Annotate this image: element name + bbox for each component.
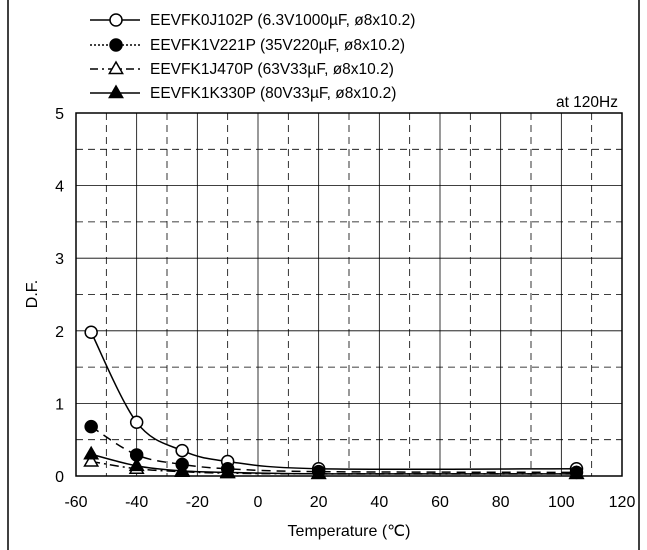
x-tick-label: 0	[254, 494, 263, 511]
x-axis-label: Temperature (℃)	[288, 523, 411, 540]
series-3	[83, 452, 585, 480]
data-point	[568, 465, 585, 480]
y-axis-label: D.F.	[24, 280, 41, 308]
data-point	[219, 463, 236, 478]
x-tick-label: -40	[125, 494, 148, 511]
x-tick-label: 120	[609, 494, 636, 511]
legend-label: EEVFK1J470P (63V33µF, ø8x10.2)	[150, 61, 394, 78]
y-tick-label: 3	[55, 251, 64, 268]
x-tick-label: 60	[431, 494, 449, 511]
x-tick-label: -60	[64, 494, 87, 511]
data-point	[84, 325, 98, 340]
legend-label: EEVFK1K330P (80V33µF, ø8x10.2)	[150, 85, 396, 102]
data-point	[84, 419, 98, 434]
ticks: -60 -40 -20 0 20 40 60 80 100 120 0 1 2 3 4 5	[55, 106, 635, 511]
series-4	[83, 445, 585, 480]
series-line	[90, 331, 577, 471]
data-point	[83, 445, 100, 460]
legend-marker	[109, 13, 123, 27]
grid	[75, 112, 623, 477]
data-point	[310, 465, 327, 480]
legend-entry-3: EEVFK1J470P (63V33µF, ø8x10.2)	[90, 60, 394, 78]
series-1	[84, 325, 584, 476]
x-tick-label: 40	[370, 494, 388, 511]
legend-entry-1: EEVFK0J102P (6.3V1000µF, ø8x10.2)	[90, 12, 415, 29]
x-tick-label: 80	[492, 494, 510, 511]
data-point	[174, 462, 191, 477]
y-tick-label: 5	[55, 106, 64, 123]
y-tick-label: 2	[55, 324, 64, 341]
series-line	[90, 453, 577, 475]
y-tick-label: 1	[55, 396, 64, 413]
data-point	[175, 443, 189, 458]
frequency-note: at 120Hz	[556, 94, 618, 111]
data-point	[128, 457, 145, 472]
legend-entry-4: EEVFK1K330P (80V33µF, ø8x10.2)	[90, 84, 396, 102]
data-point	[129, 415, 144, 430]
x-tick-label: 20	[310, 494, 328, 511]
series-layer	[83, 325, 585, 480]
x-tick-label: -20	[186, 494, 209, 511]
legend-marker	[109, 38, 123, 52]
data-point	[83, 452, 100, 467]
legend-marker	[108, 60, 124, 75]
legend-entry-2: EEVFK1V221P (35V220µF, ø8x10.2)	[90, 37, 405, 54]
legend-label: EEVFK1V221P (35V220µF, ø8x10.2)	[150, 37, 405, 54]
x-tick-label: 100	[548, 494, 575, 511]
y-tick-label: 4	[55, 179, 64, 196]
plot-area	[75, 112, 623, 477]
legend-label: EEVFK0J102P (6.3V1000µF, ø8x10.2)	[150, 12, 415, 29]
legend: EEVFK0J102P (6.3V1000µF, ø8x10.2) EEVFK1V…	[90, 12, 415, 102]
legend-marker	[108, 84, 124, 99]
series-line	[90, 425, 577, 474]
y-tick-label: 0	[55, 469, 64, 486]
